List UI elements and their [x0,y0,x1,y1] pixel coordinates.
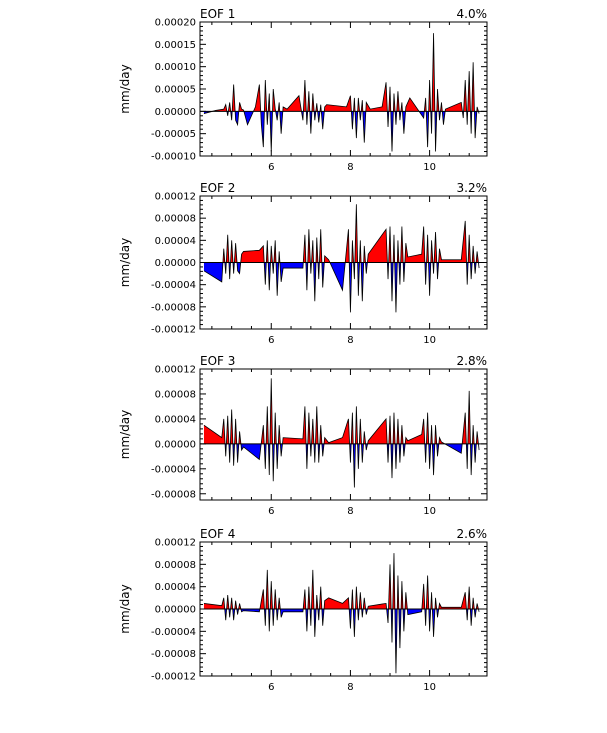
y-tick-label: 0.00000 [155,439,196,450]
x-tick-label: 10 [423,162,436,173]
variance-label: 2.6% [457,527,488,541]
y-axis-label: mm/day [118,64,132,114]
variance-label: 3.2% [457,181,488,195]
eof-panel-2: -0.00012 -0.00008 -0.00004 0.00000 0.00004 0.… [118,181,488,346]
series-line [203,33,480,152]
series-line [203,553,480,674]
variance-label: 4.0% [457,7,488,21]
x-tick-label: 8 [347,506,353,517]
y-tick-label: -0.00005 [151,129,196,140]
eof-panel-3: -0.00008 -0.00004 0.00000 0.00004 0.00008 0.0… [118,354,488,517]
positive-fill [203,204,480,263]
y-tick-label: 0.00004 [155,582,196,593]
y-tick-label: -0.00004 [151,627,196,638]
y-tick-label: -0.00004 [151,464,196,475]
panel-title: EOF 1 [200,7,235,21]
y-tick-label: -0.00004 [151,280,196,291]
y-tick-label: -0.00012 [151,672,196,683]
negative-fill [203,443,480,488]
y-axis-label: mm/day [118,584,132,634]
x-tick-label: 6 [268,162,274,173]
y-tick-label: -0.00008 [151,649,196,660]
series-line [203,378,480,488]
x-tick-label: 6 [268,682,274,693]
x-tick-label: 10 [423,682,436,693]
y-axis-label: mm/day [118,410,132,460]
y-tick-label: 0.00004 [155,414,196,425]
y-tick-label: 0.00000 [155,605,196,616]
plot-frame [199,21,488,157]
eof-panel-1: -0.00010 -0.00005 0.00000 0.00005 0.00010 0.0… [118,7,488,173]
x-tick-label: 8 [347,682,353,693]
y-tick-label: 0.00020 [155,18,196,29]
y-tick-label: 0.00012 [155,192,196,203]
y-tick-label: 0.00012 [155,538,196,549]
y-tick-label: -0.00010 [151,152,196,163]
y-tick-label: 0.00008 [155,389,196,400]
y-tick-label: 0.00008 [155,214,196,225]
x-tick-label: 10 [423,335,436,346]
y-axis-label: mm/day [118,238,132,288]
y-tick-label: 0.00005 [155,85,196,96]
y-tick-label: 0.00008 [155,560,196,571]
y-tick-label: 0.00010 [155,62,196,73]
y-tick-label: 0.00015 [155,40,196,51]
y-tick-label: 0.00012 [155,365,196,376]
y-tick-label: -0.00012 [151,325,196,336]
y-tick-label: 0.00000 [155,258,196,269]
variance-label: 2.8% [457,354,488,368]
y-tick-label: 0.00000 [155,107,196,118]
x-tick-label: 10 [423,506,436,517]
x-tick-label: 6 [268,335,274,346]
panel-title: EOF 2 [200,181,235,195]
y-tick-label: -0.00008 [151,302,196,313]
plot-frame [199,368,488,501]
y-tick-label: -0.00008 [151,489,196,500]
eof-panel-4: -0.00012 -0.00008 -0.00004 0.00000 0.00004 0.… [118,527,488,693]
series-line [203,204,480,313]
x-tick-label: 8 [347,162,353,173]
panel-title: EOF 4 [200,527,235,541]
y-tick-label: 0.00004 [155,236,196,247]
positive-fill [203,378,479,444]
x-tick-label: 6 [268,506,274,517]
panel-title: EOF 3 [200,354,235,368]
x-tick-label: 8 [347,335,353,346]
